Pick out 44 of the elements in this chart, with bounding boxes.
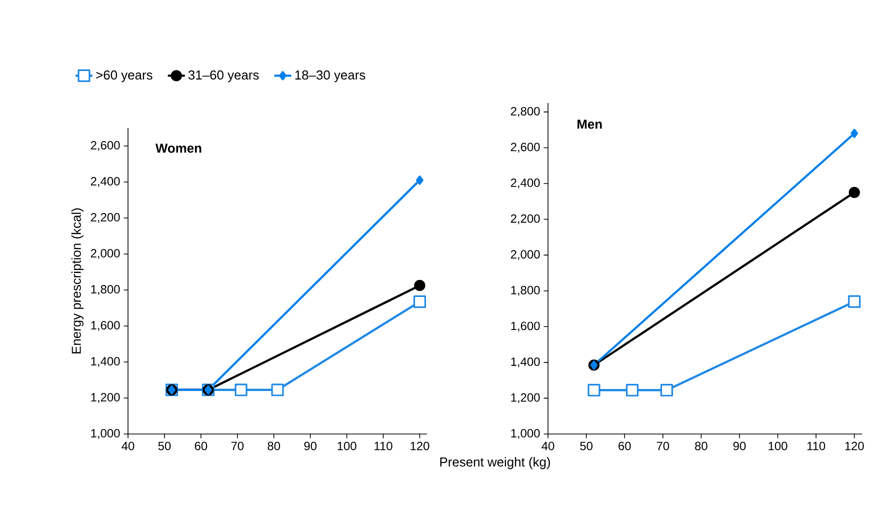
- legend-label: >60 years: [96, 70, 152, 82]
- y-tick-label: 1,800: [91, 285, 120, 295]
- y-tick-label: 2,000: [90, 249, 120, 259]
- y-tick-label: 1,600: [511, 322, 540, 332]
- y-tick-label: 1,800: [511, 286, 540, 296]
- y-tick-label: 2,800: [510, 106, 540, 117]
- y-tick-label: 1,200: [91, 393, 120, 403]
- y-tick-label: 2,000: [510, 250, 540, 260]
- y-tick-label: 1,600: [91, 321, 120, 331]
- legend-label: 31–60 years: [188, 70, 259, 82]
- x-tick-label: 100: [768, 442, 788, 450]
- y-tick-label: 1,400: [511, 357, 540, 368]
- legend-label: 18–30 years: [295, 70, 366, 82]
- y-tick-label: 2,400: [510, 178, 540, 188]
- x-tick-label: 80: [268, 442, 280, 450]
- text: Men: [578, 120, 602, 129]
- x-tick-label: 40: [122, 442, 134, 450]
- y-tick-label: 1,200: [511, 393, 540, 404]
- y-tick-label: 2,400: [90, 177, 120, 187]
- x-tick-label: 60: [194, 442, 208, 450]
- x-tick-label: 110: [807, 442, 826, 450]
- x-tick-label: 80: [695, 442, 708, 450]
- text: Women: [155, 144, 202, 153]
- y-tick-label: 2,600: [510, 142, 540, 153]
- y-tick-label: 2,200: [510, 214, 540, 224]
- x-tick-label: 110: [374, 442, 392, 450]
- y-tick-label: 2,600: [90, 141, 120, 151]
- y-tick-label: 2,200: [90, 213, 120, 223]
- x-axis-title: Present weight (kg): [440, 457, 550, 470]
- x-tick-label: 120: [410, 442, 430, 450]
- y-tick-label: 1,000: [91, 429, 120, 439]
- x-tick-label: 100: [338, 442, 356, 450]
- x-tick-label: 60: [618, 442, 631, 450]
- x-tick-label: 70: [231, 442, 244, 450]
- x-tick-label: 70: [656, 442, 670, 450]
- x-tick-label: 50: [580, 442, 592, 450]
- x-tick-label: 50: [158, 442, 171, 450]
- y-axis-title: Energy prescription (kcal): [71, 208, 84, 354]
- x-tick-label: 90: [304, 442, 317, 450]
- y-tick-label: 1,400: [91, 357, 120, 367]
- x-tick-label: 90: [733, 442, 746, 450]
- x-tick-label: 120: [845, 442, 864, 450]
- x-tick-label: 40: [542, 442, 554, 450]
- y-tick-label: 1,000: [511, 429, 540, 439]
